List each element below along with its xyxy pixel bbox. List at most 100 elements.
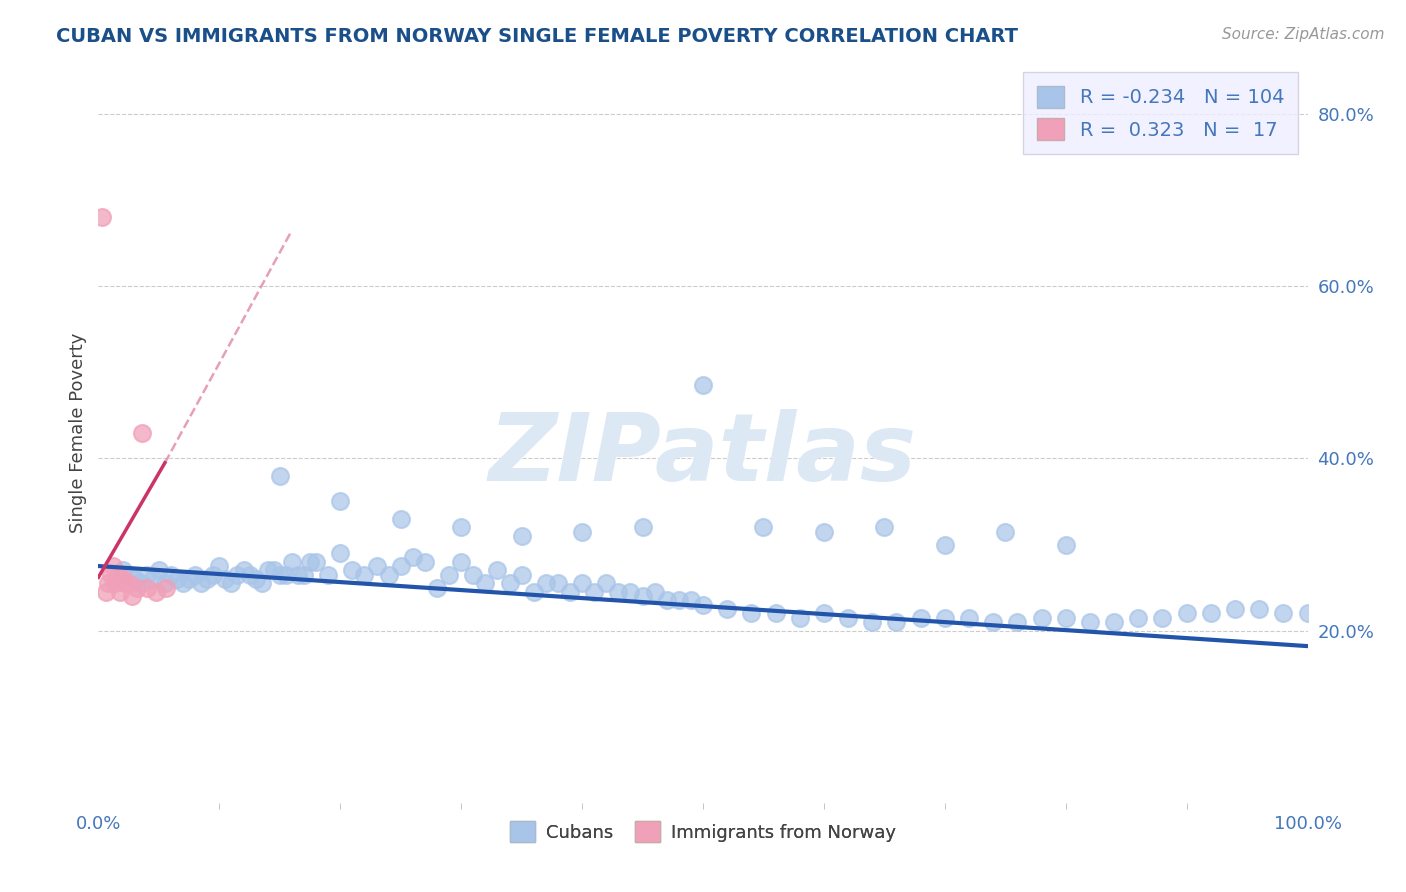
Point xyxy=(316,567,339,582)
Point xyxy=(208,559,231,574)
Point xyxy=(1031,610,1053,624)
Point xyxy=(179,572,201,586)
Point xyxy=(245,572,267,586)
Point xyxy=(195,572,218,586)
Point xyxy=(166,572,188,586)
Point xyxy=(377,567,399,582)
Point xyxy=(463,567,485,582)
Point xyxy=(934,537,956,551)
Point xyxy=(155,581,177,595)
Point xyxy=(631,520,654,534)
Point xyxy=(934,610,956,624)
Point xyxy=(214,572,236,586)
Point xyxy=(135,567,157,582)
Point xyxy=(108,585,131,599)
Point xyxy=(1054,610,1077,624)
Point xyxy=(981,615,1004,629)
Point xyxy=(305,555,328,569)
Point xyxy=(232,563,254,577)
Point xyxy=(1078,615,1101,629)
Point xyxy=(765,607,787,621)
Point xyxy=(402,550,425,565)
Point xyxy=(426,581,449,595)
Point xyxy=(619,585,641,599)
Point xyxy=(558,585,581,599)
Point xyxy=(281,555,304,569)
Point xyxy=(1223,602,1246,616)
Point xyxy=(91,211,114,225)
Point xyxy=(692,598,714,612)
Point xyxy=(329,546,352,560)
Point xyxy=(595,576,617,591)
Point xyxy=(142,572,165,586)
Point xyxy=(837,610,859,624)
Point xyxy=(886,615,908,629)
Point xyxy=(1296,607,1319,621)
Point xyxy=(101,559,124,574)
Point xyxy=(263,563,285,577)
Point xyxy=(160,567,183,582)
Point xyxy=(366,559,388,574)
Text: ZIPatlas: ZIPatlas xyxy=(489,409,917,500)
Point xyxy=(1175,607,1198,621)
Point xyxy=(413,555,436,569)
Point xyxy=(114,576,136,591)
Point xyxy=(94,585,117,599)
Point xyxy=(1007,615,1029,629)
Point xyxy=(292,567,315,582)
Legend: Cubans, Immigrants from Norway: Cubans, Immigrants from Norway xyxy=(503,814,903,849)
Point xyxy=(910,610,932,624)
Point xyxy=(510,567,533,582)
Point xyxy=(631,589,654,603)
Point xyxy=(239,567,262,582)
Point xyxy=(547,576,569,591)
Point xyxy=(860,615,883,629)
Point xyxy=(342,563,364,577)
Point xyxy=(655,593,678,607)
Point xyxy=(957,610,980,624)
Point xyxy=(129,576,152,591)
Point xyxy=(124,572,146,586)
Point xyxy=(752,520,775,534)
Point xyxy=(269,567,291,582)
Point xyxy=(135,581,157,595)
Point xyxy=(607,585,630,599)
Point xyxy=(287,567,309,582)
Point xyxy=(389,512,412,526)
Point xyxy=(668,593,690,607)
Point xyxy=(1199,607,1222,621)
Point xyxy=(131,425,153,440)
Point xyxy=(994,524,1017,539)
Point xyxy=(789,610,811,624)
Y-axis label: Single Female Poverty: Single Female Poverty xyxy=(69,333,87,533)
Point xyxy=(437,567,460,582)
Point xyxy=(121,589,143,603)
Point xyxy=(644,585,666,599)
Point xyxy=(226,567,249,582)
Point xyxy=(221,576,243,591)
Point xyxy=(1128,610,1150,624)
Point xyxy=(450,520,472,534)
Point xyxy=(1152,610,1174,624)
Point xyxy=(184,567,207,582)
Point xyxy=(450,555,472,569)
Point xyxy=(571,524,593,539)
Point xyxy=(269,468,291,483)
Point xyxy=(148,563,170,577)
Point xyxy=(329,494,352,508)
Point xyxy=(534,576,557,591)
Point xyxy=(389,559,412,574)
Text: CUBAN VS IMMIGRANTS FROM NORWAY SINGLE FEMALE POVERTY CORRELATION CHART: CUBAN VS IMMIGRANTS FROM NORWAY SINGLE F… xyxy=(56,27,1018,45)
Point xyxy=(97,576,120,591)
Point xyxy=(299,555,322,569)
Text: Source: ZipAtlas.com: Source: ZipAtlas.com xyxy=(1222,27,1385,42)
Point xyxy=(873,520,896,534)
Point xyxy=(740,607,762,621)
Point xyxy=(523,585,546,599)
Point xyxy=(583,585,606,599)
Point xyxy=(1272,607,1295,621)
Point xyxy=(498,576,520,591)
Point xyxy=(153,576,176,591)
Point xyxy=(104,576,127,591)
Point xyxy=(571,576,593,591)
